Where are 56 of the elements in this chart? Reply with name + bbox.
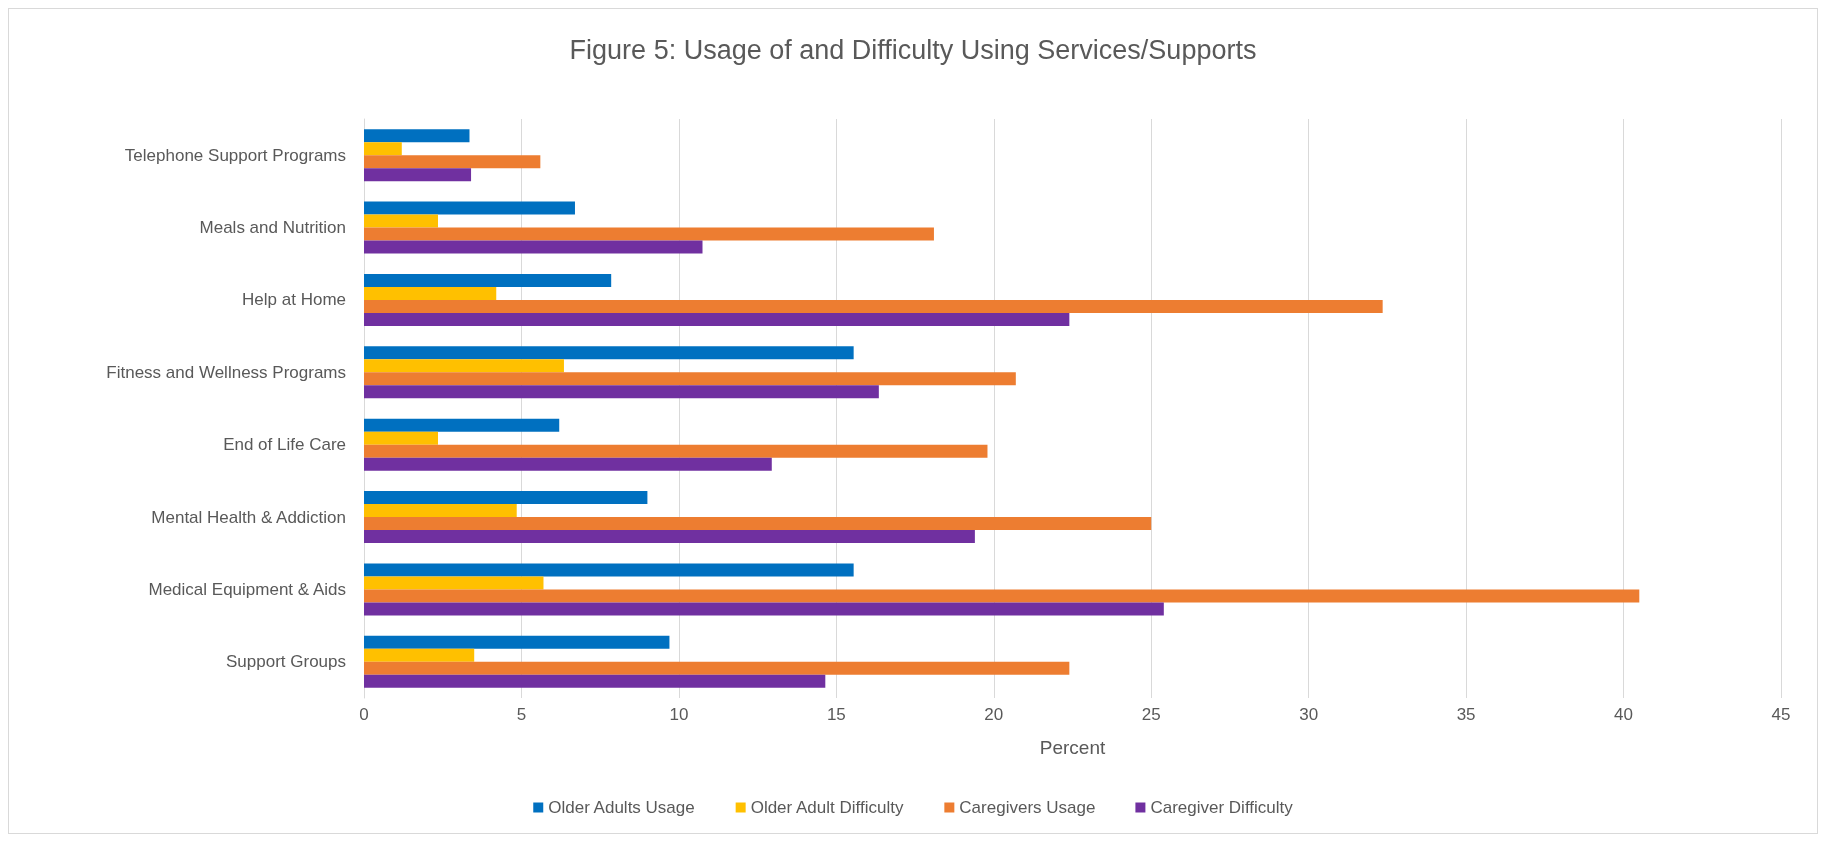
bar bbox=[364, 576, 544, 590]
bar bbox=[364, 346, 854, 360]
bar bbox=[364, 214, 438, 228]
bar bbox=[364, 372, 1016, 386]
y-tick-label: Meals and Nutrition bbox=[199, 218, 346, 238]
chart-title: Figure 5: Usage of and Difficulty Using Services/Supports bbox=[569, 34, 1257, 65]
x-tick-label: 40 bbox=[1614, 705, 1634, 724]
bar bbox=[364, 359, 564, 373]
bar bbox=[364, 431, 438, 445]
y-tick-label: Mental Health & Addiction bbox=[151, 507, 346, 527]
bar bbox=[364, 444, 988, 458]
bar bbox=[364, 504, 517, 518]
x-tick-label: 30 bbox=[1299, 705, 1319, 724]
bar bbox=[364, 589, 1640, 603]
x-tick-label: 15 bbox=[826, 705, 846, 724]
bar bbox=[364, 299, 1383, 313]
bar bbox=[364, 418, 560, 432]
bar bbox=[364, 385, 879, 399]
bar bbox=[364, 201, 575, 215]
y-tick-label: Telephone Support Programs bbox=[124, 145, 346, 165]
bar bbox=[364, 648, 475, 662]
bar bbox=[364, 286, 497, 300]
y-tick-label: End of Life Care bbox=[223, 435, 346, 455]
bar bbox=[364, 129, 470, 143]
legend-label: Caregiver Difficulty bbox=[1150, 798, 1294, 817]
bar bbox=[364, 155, 541, 169]
x-tick-label: 25 bbox=[1141, 705, 1161, 724]
bar bbox=[364, 312, 1070, 326]
x-tick-label: 35 bbox=[1456, 705, 1476, 724]
legend-label: Older Adults Usage bbox=[548, 798, 695, 817]
bar bbox=[364, 602, 1164, 616]
bar bbox=[364, 142, 402, 156]
x-axis-title: Percent bbox=[1039, 737, 1106, 758]
bar bbox=[364, 227, 934, 241]
bar bbox=[364, 273, 612, 287]
x-tick-label: 10 bbox=[669, 705, 689, 724]
y-tick-label: Fitness and Wellness Programs bbox=[106, 362, 346, 382]
bar bbox=[364, 457, 772, 471]
bar bbox=[364, 517, 1152, 531]
x-tick-label: 45 bbox=[1771, 705, 1791, 724]
x-tick-label: 0 bbox=[359, 705, 369, 724]
y-tick-label: Support Groups bbox=[225, 652, 346, 672]
y-tick-label: Help at Home bbox=[242, 290, 346, 310]
bar bbox=[364, 530, 975, 544]
legend-label: Older Adult Difficulty bbox=[750, 798, 904, 817]
bar bbox=[364, 240, 703, 254]
bar bbox=[364, 563, 854, 577]
bar bbox=[364, 674, 826, 688]
y-tick-label: Medical Equipment & Aids bbox=[148, 579, 346, 599]
bar bbox=[364, 491, 648, 505]
legend-label: Caregivers Usage bbox=[959, 798, 1096, 817]
bar bbox=[364, 168, 472, 182]
x-tick-label: 20 bbox=[984, 705, 1004, 724]
bar bbox=[364, 635, 670, 649]
bar bbox=[364, 661, 1070, 675]
x-tick-label: 5 bbox=[516, 705, 527, 724]
